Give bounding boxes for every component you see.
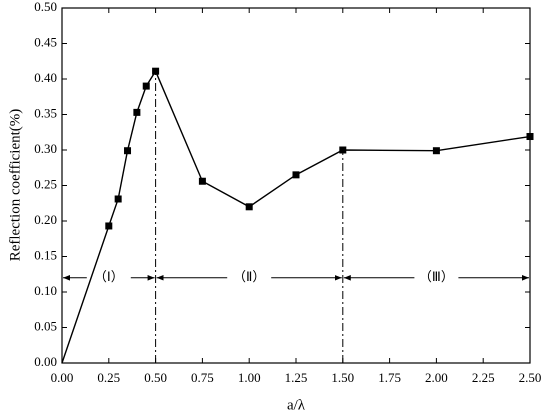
region-label: （Ⅰ） — [94, 269, 124, 284]
y-tick-label: 0.05 — [34, 318, 57, 333]
y-tick-label: 0.10 — [34, 283, 57, 298]
data-point — [292, 171, 300, 179]
x-tick-label: 2.00 — [425, 370, 448, 385]
data-point — [105, 222, 113, 230]
data-point — [339, 146, 347, 154]
region-label-bg — [414, 269, 459, 286]
y-tick-label: 0.35 — [34, 105, 57, 120]
data-point — [142, 82, 150, 90]
data-line — [61, 69, 531, 364]
x-tick-label: 0.00 — [51, 370, 74, 385]
y-axis-label: Reflection coefficient(%) — [7, 109, 23, 262]
x-tick-label: 0.75 — [191, 370, 214, 385]
y-tick-label: 0.25 — [34, 176, 57, 191]
y-tick-label: 0.40 — [34, 70, 57, 85]
y-tick-label: 0.30 — [34, 141, 57, 156]
data-point — [245, 203, 253, 211]
x-axis-label: a/λ — [287, 397, 306, 413]
data-point — [526, 133, 534, 141]
x-tick-label: 2.25 — [472, 370, 495, 385]
x-tick-label: 0.50 — [144, 370, 167, 385]
y-tick-label: 0.20 — [34, 212, 57, 227]
data-point — [152, 67, 160, 75]
region-label: （Ⅲ） — [419, 269, 454, 284]
x-tick-label: 1.50 — [331, 370, 354, 385]
y-tick-label: 0.15 — [34, 247, 57, 262]
y-tick-label: 0.00 — [34, 354, 57, 369]
data-point — [432, 147, 440, 155]
x-tick-label: 1.75 — [378, 370, 401, 385]
x-tick-label: 1.25 — [285, 370, 308, 385]
plot-frame — [61, 7, 531, 364]
y-tick-label: 0.45 — [34, 34, 57, 49]
x-tick-label: 2.50 — [519, 370, 542, 385]
data-point — [124, 147, 132, 155]
y-tick-label: 0.50 — [34, 0, 57, 14]
region-label-bg — [227, 269, 272, 286]
region-label-bg — [86, 269, 131, 286]
x-tick-label: 1.00 — [238, 370, 261, 385]
x-tick-label: 0.25 — [97, 370, 120, 385]
region-label: （Ⅱ） — [233, 269, 265, 284]
data-point — [198, 177, 206, 185]
data-point — [114, 195, 122, 203]
data-point — [133, 108, 141, 116]
